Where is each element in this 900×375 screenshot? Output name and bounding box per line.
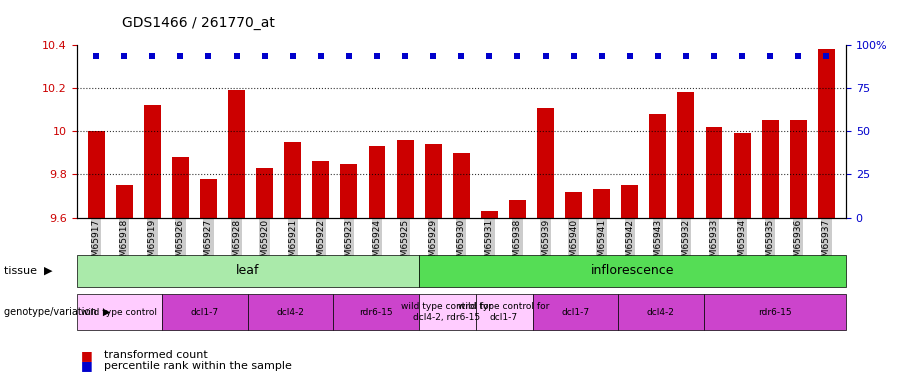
Bar (76, 255, 418, 287)
Bar (734, 134, 751, 218)
Bar (87, 131, 104, 218)
Bar (537, 108, 554, 218)
Text: wild type control for
dcl4-2, rdr6-15: wild type control for dcl4-2, rdr6-15 (401, 303, 492, 322)
Bar (593, 189, 610, 217)
Text: transformed count: transformed count (104, 350, 207, 360)
Bar (650, 114, 666, 218)
Text: wild type control: wild type control (81, 308, 158, 316)
Bar (453, 153, 470, 218)
Text: rdr6-15: rdr6-15 (758, 308, 792, 316)
Bar (790, 120, 806, 218)
Text: ■: ■ (81, 349, 93, 361)
Bar (369, 146, 385, 218)
Bar (818, 49, 835, 217)
Bar (200, 179, 217, 218)
Bar (397, 140, 413, 218)
Text: genotype/variation  ▶: genotype/variation ▶ (4, 307, 111, 317)
Bar (706, 127, 723, 218)
Bar (144, 105, 161, 218)
Bar (256, 168, 273, 217)
Text: wild type control for
dcl1-7: wild type control for dcl1-7 (458, 303, 550, 322)
Bar (418, 294, 475, 330)
Text: ■: ■ (81, 359, 93, 372)
Text: dcl4-2: dcl4-2 (276, 308, 304, 316)
Bar (229, 90, 245, 218)
Bar (621, 185, 638, 218)
Bar (678, 93, 694, 218)
Bar (565, 192, 582, 217)
Bar (425, 144, 442, 218)
Bar (533, 294, 618, 330)
Text: GDS1466 / 261770_at: GDS1466 / 261770_at (122, 16, 274, 30)
Bar (418, 255, 846, 287)
Text: inflorescence: inflorescence (590, 264, 674, 278)
Text: dcl1-7: dcl1-7 (191, 308, 219, 316)
Bar (340, 164, 357, 218)
Text: rdr6-15: rdr6-15 (359, 308, 392, 316)
Text: leaf: leaf (236, 264, 259, 278)
Bar (333, 294, 418, 330)
Bar (481, 211, 498, 217)
Text: dcl4-2: dcl4-2 (647, 308, 675, 316)
Bar (116, 185, 132, 218)
Bar (618, 294, 704, 330)
Bar (76, 294, 162, 330)
Bar (312, 162, 329, 218)
Bar (162, 294, 248, 330)
Bar (704, 294, 846, 330)
Text: percentile rank within the sample: percentile rank within the sample (104, 361, 292, 370)
Bar (248, 294, 333, 330)
Bar (172, 157, 189, 218)
Bar (761, 120, 778, 218)
Text: dcl1-7: dcl1-7 (562, 308, 590, 316)
Bar (284, 142, 302, 218)
Text: tissue  ▶: tissue ▶ (4, 266, 53, 276)
Bar (475, 294, 533, 330)
Bar (509, 200, 526, 217)
